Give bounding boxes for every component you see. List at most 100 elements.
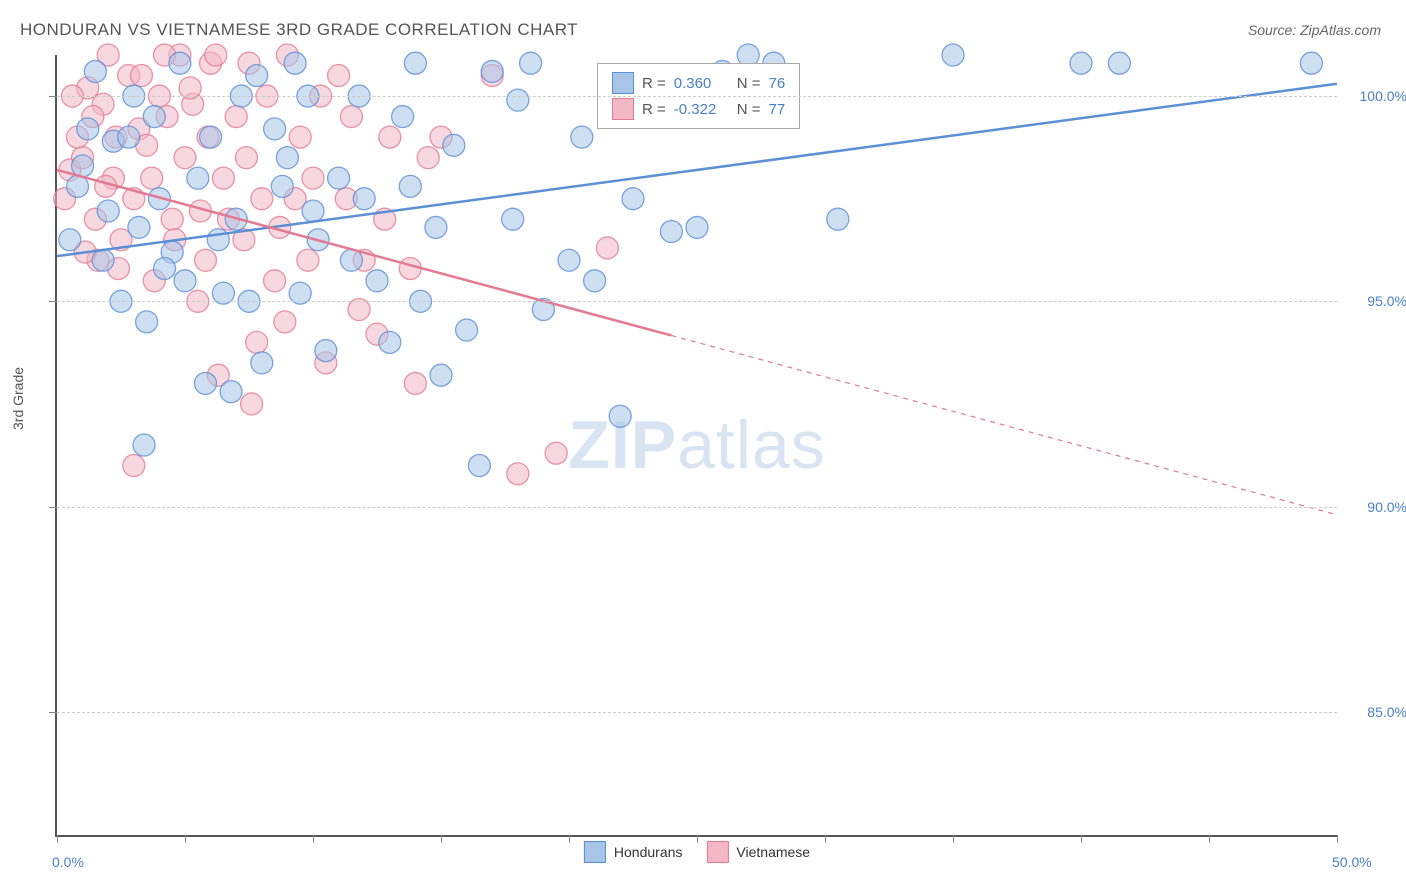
scatter-point xyxy=(328,167,350,189)
scatter-point xyxy=(558,249,580,271)
scatter-point xyxy=(241,393,263,415)
y-tick xyxy=(49,96,57,97)
x-tick xyxy=(825,835,826,843)
scatter-point xyxy=(200,126,222,148)
scatter-point xyxy=(141,167,163,189)
scatter-point xyxy=(251,352,273,374)
legend-item-hondurans: Hondurans xyxy=(584,841,683,863)
scatter-point xyxy=(169,52,191,74)
x-tick-label: 50.0% xyxy=(1332,854,1372,870)
n-label: N = xyxy=(737,75,761,92)
scatter-point xyxy=(220,381,242,403)
scatter-point xyxy=(212,167,234,189)
chart-title: HONDURAN VS VIETNAMESE 3RD GRADE CORRELA… xyxy=(20,20,578,40)
scatter-point xyxy=(399,175,421,197)
legend-series: Hondurans Vietnamese xyxy=(584,841,810,863)
legend-row-vietnamese: R = -0.322 N = 77 xyxy=(612,96,785,122)
scatter-point xyxy=(194,249,216,271)
r-value: 0.360 xyxy=(674,75,729,92)
scatter-point xyxy=(315,340,337,362)
n-value: 76 xyxy=(769,75,786,92)
y-tick-label: 100.0% xyxy=(1360,88,1406,104)
x-tick xyxy=(953,835,954,843)
scatter-point xyxy=(1108,52,1130,74)
scatter-point xyxy=(161,208,183,230)
chart-plot-area: ZIPatlas R = 0.360 N = 76 R = -0.322 N =… xyxy=(55,55,1337,837)
legend-item-vietnamese: Vietnamese xyxy=(706,841,810,863)
scatter-point xyxy=(77,118,99,140)
y-tick-label: 85.0% xyxy=(1367,704,1406,720)
scatter-point xyxy=(284,52,306,74)
y-axis-label: 3rd Grade xyxy=(10,367,26,430)
scatter-point xyxy=(520,52,542,74)
gridline xyxy=(57,712,1337,713)
scatter-point xyxy=(92,249,114,271)
scatter-point xyxy=(136,311,158,333)
scatter-point xyxy=(443,134,465,156)
legend-swatch-hondurans-b xyxy=(584,841,606,863)
scatter-point xyxy=(366,270,388,292)
r-label: R = xyxy=(642,101,666,118)
scatter-point xyxy=(942,44,964,66)
scatter-point xyxy=(128,216,150,238)
scatter-point xyxy=(379,331,401,353)
x-tick xyxy=(313,835,314,843)
scatter-point xyxy=(174,147,196,169)
scatter-point xyxy=(481,60,503,82)
scatter-point xyxy=(507,89,529,111)
series-name: Vietnamese xyxy=(736,844,810,860)
scatter-point xyxy=(404,52,426,74)
scatter-point xyxy=(379,126,401,148)
x-tick xyxy=(441,835,442,843)
legend-swatch-vietnamese xyxy=(612,98,634,120)
scatter-point xyxy=(1070,52,1092,74)
gridline xyxy=(57,96,1337,97)
scatter-point xyxy=(59,229,81,251)
legend-swatch-hondurans xyxy=(612,72,634,94)
scatter-point xyxy=(507,463,529,485)
n-value: 77 xyxy=(769,101,786,118)
legend-swatch-vietnamese-b xyxy=(706,841,728,863)
n-label: N = xyxy=(737,101,761,118)
scatter-point xyxy=(404,372,426,394)
scatter-point xyxy=(430,364,452,386)
scatter-point xyxy=(502,208,524,230)
x-tick xyxy=(569,835,570,843)
scatter-point xyxy=(246,331,268,353)
y-tick-label: 90.0% xyxy=(1367,499,1406,515)
scatter-point xyxy=(246,65,268,87)
scatter-point xyxy=(468,455,490,477)
scatter-point xyxy=(264,270,286,292)
scatter-point xyxy=(1300,52,1322,74)
scatter-point xyxy=(392,106,414,128)
scatter-point xyxy=(545,442,567,464)
x-tick xyxy=(185,835,186,843)
scatter-point xyxy=(174,270,196,292)
scatter-point xyxy=(187,167,209,189)
r-value: -0.322 xyxy=(674,101,729,118)
scatter-point xyxy=(340,106,362,128)
scatter-point xyxy=(571,126,593,148)
scatter-point xyxy=(609,405,631,427)
x-tick xyxy=(697,835,698,843)
trend-line-dashed xyxy=(671,335,1337,514)
scatter-point xyxy=(264,118,286,140)
gridline xyxy=(57,301,1337,302)
x-tick xyxy=(1209,835,1210,843)
scatter-point xyxy=(827,208,849,230)
scatter-point xyxy=(143,106,165,128)
scatter-point xyxy=(123,455,145,477)
scatter-point xyxy=(660,221,682,243)
r-label: R = xyxy=(642,75,666,92)
scatter-point xyxy=(417,147,439,169)
scatter-point xyxy=(584,270,606,292)
scatter-point xyxy=(205,44,227,66)
scatter-point xyxy=(251,188,273,210)
scatter-point xyxy=(84,60,106,82)
scatter-point xyxy=(97,200,119,222)
scatter-point xyxy=(274,311,296,333)
scatter-point xyxy=(276,147,298,169)
scatter-point xyxy=(328,65,350,87)
legend-row-hondurans: R = 0.360 N = 76 xyxy=(612,70,785,96)
y-tick-label: 95.0% xyxy=(1367,293,1406,309)
